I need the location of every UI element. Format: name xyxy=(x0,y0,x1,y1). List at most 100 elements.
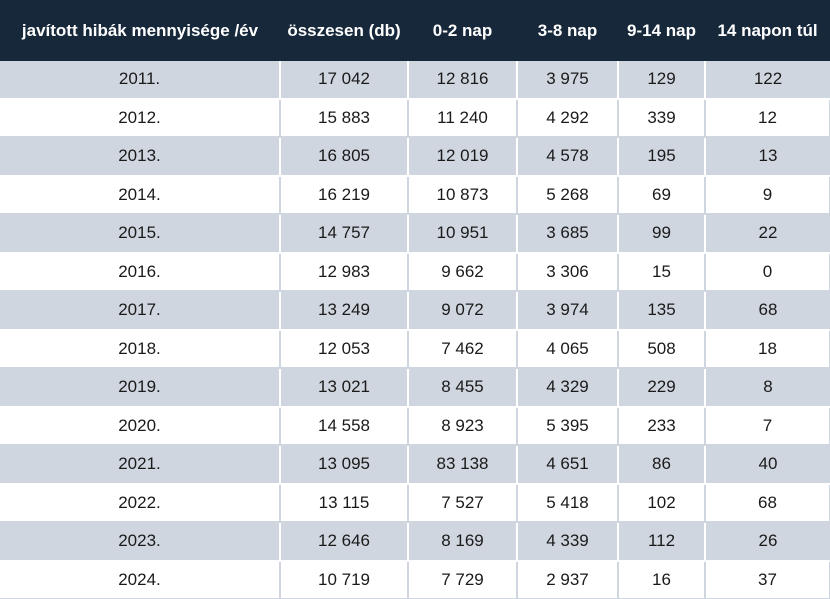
days-0-2-cell: 9 662 xyxy=(408,252,518,292)
days-3-8-cell: 4 065 xyxy=(517,329,619,369)
table-body: 2011. 17 042 12 816 3 975 129 122 2012. 15 883 1… xyxy=(0,61,830,599)
header-total: összesen (db) xyxy=(280,0,408,61)
days-0-2-cell: 7 729 xyxy=(408,560,518,599)
days-0-2-cell: 7 527 xyxy=(408,483,518,523)
days-over-14-cell: 18 xyxy=(705,329,830,369)
year-cell: 2018. xyxy=(0,329,281,369)
year-cell: 2021. xyxy=(0,445,281,485)
days-3-8-cell: 3 975 xyxy=(517,61,619,100)
days-over-14-cell: 68 xyxy=(705,483,830,523)
table-row: 2023. 12 646 8 169 4 339 112 26 xyxy=(0,522,830,562)
days-3-8-cell: 3 974 xyxy=(517,291,619,331)
table-row: 2021. 13 095 83 138 4 651 86 40 xyxy=(0,445,830,485)
year-cell: 2023. xyxy=(0,522,281,562)
year-cell: 2015. xyxy=(0,214,281,254)
days-0-2-cell: 8 169 xyxy=(408,522,518,562)
days-9-14-cell: 233 xyxy=(618,406,706,446)
year-cell: 2017. xyxy=(0,291,281,331)
header-over-14-days: 14 napon túl xyxy=(705,0,830,61)
days-9-14-cell: 15 xyxy=(618,252,706,292)
days-9-14-cell: 102 xyxy=(618,483,706,523)
table-row: 2017. 13 249 9 072 3 974 135 68 xyxy=(0,291,830,331)
days-9-14-cell: 16 xyxy=(618,560,706,599)
days-9-14-cell: 129 xyxy=(618,61,706,100)
total-cell: 13 021 xyxy=(280,368,409,408)
year-cell: 2016. xyxy=(0,252,281,292)
total-cell: 13 095 xyxy=(280,445,409,485)
table-row: 2022. 13 115 7 527 5 418 102 68 xyxy=(0,483,830,523)
days-3-8-cell: 4 651 xyxy=(517,445,619,485)
total-cell: 15 883 xyxy=(280,98,409,138)
header-0-2-days: 0-2 nap xyxy=(408,0,517,61)
days-over-14-cell: 40 xyxy=(705,445,830,485)
table-row: 2020. 14 558 8 923 5 395 233 7 xyxy=(0,406,830,446)
days-0-2-cell: 7 462 xyxy=(408,329,518,369)
days-0-2-cell: 8 455 xyxy=(408,368,518,408)
days-over-14-cell: 0 xyxy=(705,252,830,292)
table-row: 2015. 14 757 10 951 3 685 99 22 xyxy=(0,214,830,254)
year-cell: 2022. xyxy=(0,483,281,523)
days-9-14-cell: 339 xyxy=(618,98,706,138)
total-cell: 14 757 xyxy=(280,214,409,254)
total-cell: 14 558 xyxy=(280,406,409,446)
total-cell: 13 115 xyxy=(280,483,409,523)
days-0-2-cell: 83 138 xyxy=(408,445,518,485)
table-row: 2014. 16 219 10 873 5 268 69 9 xyxy=(0,175,830,215)
days-over-14-cell: 68 xyxy=(705,291,830,331)
days-3-8-cell: 4 329 xyxy=(517,368,619,408)
days-3-8-cell: 3 306 xyxy=(517,252,619,292)
total-cell: 13 249 xyxy=(280,291,409,331)
year-cell: 2013. xyxy=(0,137,281,177)
days-0-2-cell: 10 873 xyxy=(408,175,518,215)
table-row: 2012. 15 883 11 240 4 292 339 12 xyxy=(0,98,830,138)
days-0-2-cell: 9 072 xyxy=(408,291,518,331)
days-3-8-cell: 5 418 xyxy=(517,483,619,523)
days-over-14-cell: 13 xyxy=(705,137,830,177)
total-cell: 17 042 xyxy=(280,61,409,100)
header-year: javított hibák mennyisége /év xyxy=(0,0,280,61)
year-cell: 2019. xyxy=(0,368,281,408)
year-cell: 2014. xyxy=(0,175,281,215)
days-9-14-cell: 99 xyxy=(618,214,706,254)
days-3-8-cell: 2 937 xyxy=(517,560,619,599)
days-3-8-cell: 3 685 xyxy=(517,214,619,254)
days-9-14-cell: 508 xyxy=(618,329,706,369)
total-cell: 16 805 xyxy=(280,137,409,177)
total-cell: 16 219 xyxy=(280,175,409,215)
days-over-14-cell: 37 xyxy=(705,560,830,599)
days-9-14-cell: 229 xyxy=(618,368,706,408)
table-row: 2018. 12 053 7 462 4 065 508 18 xyxy=(0,329,830,369)
table-row: 2011. 17 042 12 816 3 975 129 122 xyxy=(0,61,830,100)
total-cell: 12 053 xyxy=(280,329,409,369)
days-over-14-cell: 8 xyxy=(705,368,830,408)
table-row: 2024. 10 719 7 729 2 937 16 37 xyxy=(0,560,830,599)
days-3-8-cell: 5 395 xyxy=(517,406,619,446)
days-over-14-cell: 9 xyxy=(705,175,830,215)
days-over-14-cell: 7 xyxy=(705,406,830,446)
year-cell: 2012. xyxy=(0,98,281,138)
days-9-14-cell: 112 xyxy=(618,522,706,562)
days-0-2-cell: 11 240 xyxy=(408,98,518,138)
year-cell: 2020. xyxy=(0,406,281,446)
year-cell: 2024. xyxy=(0,560,281,599)
days-9-14-cell: 86 xyxy=(618,445,706,485)
days-0-2-cell: 12 019 xyxy=(408,137,518,177)
header-9-14-days: 9-14 nap xyxy=(618,0,705,61)
days-over-14-cell: 12 xyxy=(705,98,830,138)
header-3-8-days: 3-8 nap xyxy=(517,0,618,61)
table-row: 2013. 16 805 12 019 4 578 195 13 xyxy=(0,137,830,177)
days-9-14-cell: 135 xyxy=(618,291,706,331)
days-9-14-cell: 69 xyxy=(618,175,706,215)
days-0-2-cell: 8 923 xyxy=(408,406,518,446)
days-3-8-cell: 4 292 xyxy=(517,98,619,138)
days-3-8-cell: 4 339 xyxy=(517,522,619,562)
days-3-8-cell: 4 578 xyxy=(517,137,619,177)
days-0-2-cell: 10 951 xyxy=(408,214,518,254)
table-row: 2016. 12 983 9 662 3 306 15 0 xyxy=(0,252,830,292)
year-cell: 2011. xyxy=(0,61,281,100)
table-header: javított hibák mennyisége /év összesen (… xyxy=(0,0,830,61)
table-row: 2019. 13 021 8 455 4 329 229 8 xyxy=(0,368,830,408)
total-cell: 10 719 xyxy=(280,560,409,599)
days-over-14-cell: 26 xyxy=(705,522,830,562)
